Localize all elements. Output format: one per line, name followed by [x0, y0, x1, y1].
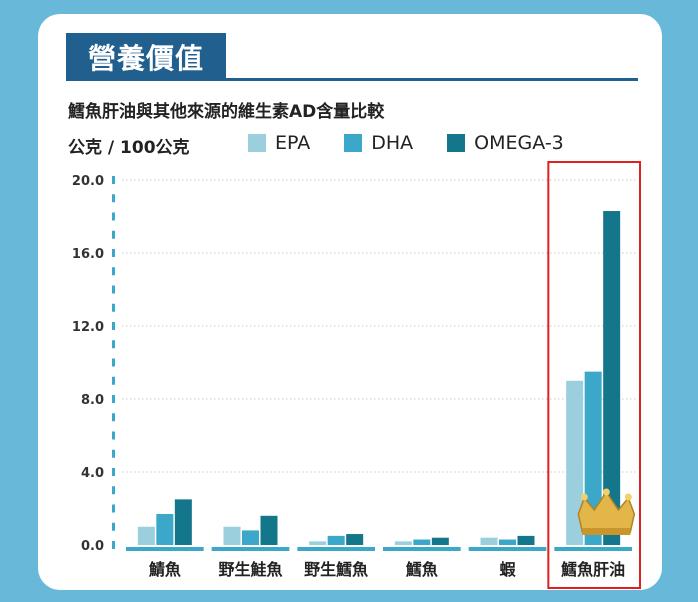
y-axis-tick-mark [112, 358, 115, 367]
bar-epa-4 [480, 537, 498, 545]
y-axis-tick-mark [112, 303, 115, 312]
bar-omega-3-1 [260, 515, 278, 545]
bar-dha-1 [242, 530, 259, 545]
y-axis-tick-mark [112, 395, 115, 403]
chart-legend: EPA DHA OMEGA-3 [248, 132, 598, 154]
x-tick-label: 蝦 [499, 560, 516, 579]
y-axis-tick-mark [112, 230, 115, 239]
x-tick-label: 鯖魚 [148, 560, 181, 579]
bar-dha-0 [156, 513, 174, 545]
section-title: 營養價值 [66, 33, 226, 81]
highlight-box [547, 161, 641, 589]
y-axis-tick-mark [112, 376, 115, 385]
crown-jewel [602, 488, 610, 496]
category-baseline [468, 547, 547, 551]
y-axis-tick-mark [112, 541, 115, 549]
category-baseline [297, 547, 375, 551]
y-tick-label: 16.0 [72, 247, 104, 262]
y-tick-label: 12.0 [72, 320, 104, 335]
bar-omega-3-4 [517, 535, 535, 545]
y-axis-tick-mark [112, 176, 115, 184]
x-tick-label: 鱈魚 [406, 560, 438, 579]
y-axis-tick-mark [112, 212, 115, 221]
bar-epa-1 [223, 526, 241, 545]
y-axis-tick-mark [112, 249, 115, 257]
bar-omega-3-2 [346, 534, 364, 545]
x-tick-label: 野生鱈魚 [304, 560, 368, 579]
legend-label-epa: EPA [275, 132, 311, 154]
legend-label-omega3: OMEGA-3 [474, 132, 564, 154]
category-baseline [126, 547, 204, 551]
legend-item-dha: DHA [344, 132, 413, 154]
x-tick-label: 鱈魚肝油 [561, 560, 625, 579]
bar-dha-3 [413, 539, 431, 545]
y-tick-label: 8.0 [81, 393, 104, 408]
crown-jewel [624, 493, 632, 501]
unit-label: 公克 / 100公克 [68, 138, 190, 158]
legend-item-omega3: OMEGA-3 [447, 132, 564, 154]
y-axis-tick-mark [112, 431, 115, 440]
chart-subtitle: 鱈魚肝油與其他來源的維生素AD含量比較 [68, 102, 385, 122]
y-axis-tick-mark [112, 194, 115, 203]
bar-epa-3 [394, 541, 412, 545]
crown-band [582, 528, 631, 535]
y-axis-tick-mark [112, 504, 115, 513]
legend-label-dha: DHA [371, 132, 414, 154]
bar-epa-5 [566, 380, 584, 545]
bar-omega-3-3 [431, 537, 449, 545]
bar-omega-3-5 [603, 211, 621, 545]
y-axis-tick-mark [112, 486, 115, 495]
y-axis-tick-mark [112, 522, 115, 531]
chart-card [38, 14, 662, 590]
y-axis-tick-mark [112, 285, 115, 294]
bar-dha-2 [327, 535, 345, 545]
category-baseline [211, 547, 290, 551]
y-tick-label: 20.0 [72, 174, 104, 189]
legend-item-epa: EPA [248, 132, 310, 154]
crown-icon [577, 488, 636, 535]
crown-jewel [580, 493, 588, 501]
legend-swatch-omega3 [447, 134, 466, 152]
y-axis-tick-mark [112, 322, 115, 330]
bar-dha-4 [499, 539, 516, 545]
y-axis-tick-mark [112, 449, 115, 458]
bar-epa-2 [309, 541, 327, 545]
bar-dha-5 [584, 371, 602, 545]
category-baseline [383, 547, 461, 551]
y-axis-tick-mark [112, 267, 115, 276]
title-divider [66, 78, 638, 81]
legend-swatch-epa [248, 134, 266, 152]
y-tick-label: 0.0 [81, 539, 104, 554]
legend-swatch-dha [344, 134, 363, 152]
x-tick-label: 野生鮭魚 [218, 560, 282, 579]
y-axis-tick-mark [112, 468, 115, 476]
y-axis-tick-mark [112, 413, 115, 422]
bar-epa-0 [137, 526, 155, 545]
y-tick-label: 4.0 [81, 466, 104, 481]
y-axis-tick-mark [112, 340, 115, 349]
category-baseline [554, 547, 632, 551]
bar-omega-3-0 [174, 499, 192, 545]
